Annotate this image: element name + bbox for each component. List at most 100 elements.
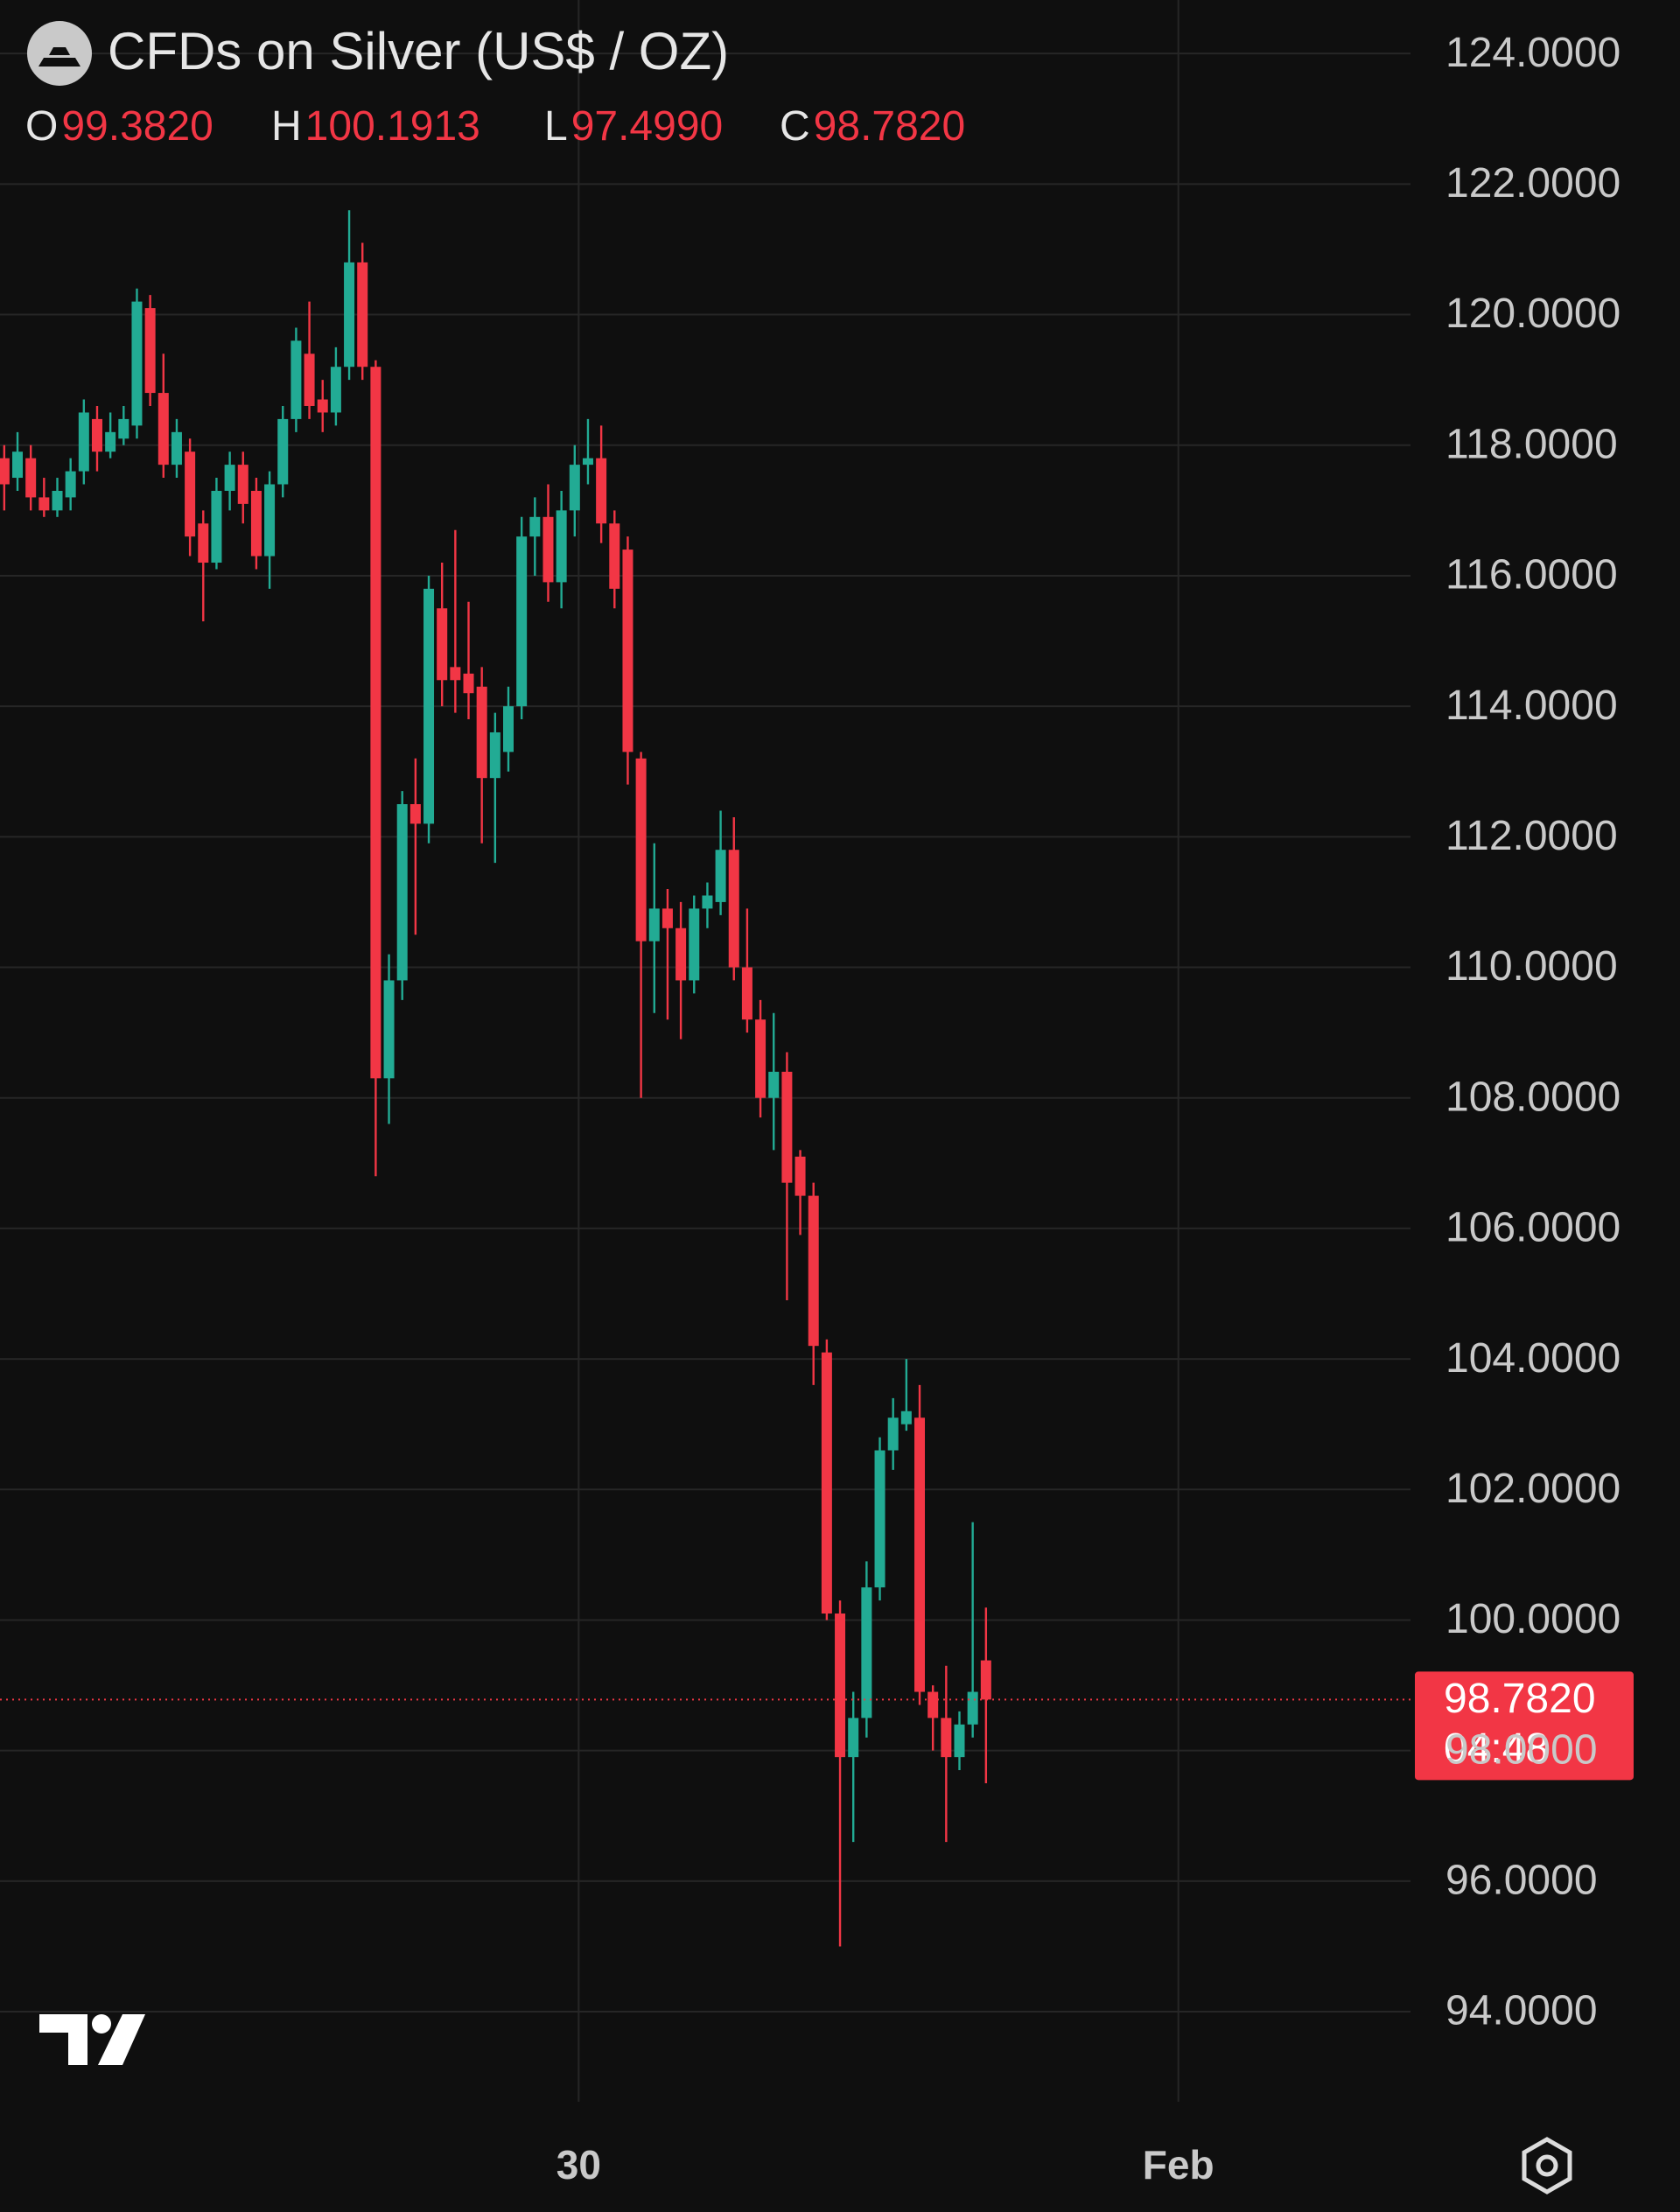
- candle-body: [357, 262, 368, 368]
- candle-body: [914, 1418, 926, 1692]
- candle-body: [502, 706, 514, 752]
- candle-body: [105, 431, 116, 452]
- y-tick-label: 106.0000: [1446, 1205, 1620, 1251]
- legend-key: C: [780, 103, 810, 150]
- candle-body: [928, 1691, 939, 1718]
- candle-body: [980, 1660, 991, 1700]
- candle-body: [728, 850, 739, 968]
- settings-hexagon: [1522, 2137, 1572, 2194]
- legend-value: 98.7820: [814, 103, 966, 150]
- candle-body: [25, 458, 37, 498]
- candle-body: [211, 490, 222, 564]
- candle-body: [954, 1724, 965, 1758]
- candle-body: [887, 1418, 899, 1451]
- candle-body: [52, 490, 63, 511]
- candle-body: [65, 471, 76, 498]
- grid: [0, 0, 1410, 2102]
- tv-logo[interactable]: [39, 2014, 145, 2065]
- y-tick-label: 118.0000: [1446, 421, 1618, 467]
- y-tick-label: 108.0000: [1446, 1074, 1620, 1120]
- candle-body: [596, 458, 607, 524]
- candle-body: [476, 686, 487, 779]
- y-tick-label: 112.0000: [1446, 813, 1618, 859]
- candle-body: [516, 536, 528, 707]
- candle-body: [370, 367, 382, 1079]
- logo-slash: [98, 2014, 145, 2065]
- chart-title: CFDs on Silver (US$ / OZ): [108, 22, 729, 80]
- candle-body: [0, 458, 10, 485]
- y-tick-label: 100.0000: [1446, 1596, 1620, 1642]
- candle-body: [131, 301, 143, 426]
- y-tick-label: 114.0000: [1446, 682, 1618, 729]
- candle-body: [290, 340, 302, 419]
- candle-body: [396, 804, 408, 981]
- y-tick-label: 122.0000: [1446, 160, 1620, 206]
- candle-body: [277, 418, 289, 485]
- candle-body: [542, 516, 554, 583]
- settings-icon[interactable]: [1522, 2137, 1572, 2194]
- candle-body: [741, 967, 752, 1020]
- candle-body: [198, 523, 209, 564]
- candle-body: [437, 608, 448, 681]
- candle-body: [662, 908, 673, 928]
- candle-body: [821, 1352, 832, 1614]
- candle-body: [529, 516, 541, 537]
- y-tick-label: 110.0000: [1446, 943, 1618, 990]
- candle-body: [91, 418, 102, 452]
- y-tick-label: 94.0000: [1446, 1988, 1598, 2034]
- candle-body: [635, 758, 647, 942]
- ohlc-legend: O99.3820 H100.1913 L97.4990 C98.7820: [25, 103, 965, 150]
- x-tick-label: Feb: [1143, 2142, 1214, 2188]
- legend-key: H: [271, 103, 302, 150]
- last-price-label: 98.7820: [1444, 1676, 1596, 1722]
- candle-body: [264, 484, 276, 556]
- candle-body: [12, 452, 24, 479]
- candles: [0, 210, 991, 1947]
- legend-key: O: [25, 103, 58, 150]
- candle-body: [304, 354, 315, 406]
- candle-body: [158, 393, 169, 466]
- candle-body: [330, 367, 341, 413]
- candle-body: [489, 732, 500, 779]
- candle-body: [185, 452, 196, 537]
- candle-body: [689, 908, 700, 981]
- candle-body: [848, 1718, 859, 1758]
- candle-body: [317, 399, 328, 413]
- candle-body: [569, 465, 580, 511]
- symbol-icon[interactable]: [27, 21, 92, 86]
- logo-t: [39, 2014, 88, 2065]
- candle-body: [424, 588, 435, 824]
- settings-center: [1536, 2154, 1558, 2177]
- candle-body: [768, 1071, 780, 1098]
- candle-body: [171, 431, 182, 466]
- candle-body: [224, 465, 235, 491]
- candle-body: [967, 1691, 978, 1725]
- candle-body: [344, 262, 355, 368]
- y-tick-label: 96.0000: [1446, 1858, 1598, 1904]
- candle-body: [835, 1614, 846, 1758]
- candle-body: [676, 928, 687, 981]
- candle-body: [410, 804, 421, 824]
- y-tick-label: 116.0000: [1446, 552, 1618, 598]
- candle-body: [556, 510, 567, 583]
- candle-body: [609, 523, 620, 589]
- x-tick-label: 30: [556, 2142, 601, 2188]
- candle-body: [861, 1587, 872, 1718]
- candle-body: [781, 1071, 793, 1183]
- candle-body: [383, 980, 395, 1079]
- y-tick-label: 104.0000: [1446, 1335, 1620, 1382]
- legend-value: 100.1913: [305, 103, 480, 150]
- candle-body: [250, 490, 262, 556]
- logo-dot: [92, 2014, 111, 2034]
- candle-body: [450, 667, 461, 681]
- candle-body: [941, 1718, 952, 1758]
- y-tick-label: 102.0000: [1446, 1466, 1620, 1512]
- icon-bars: [38, 47, 80, 66]
- candle-body: [144, 308, 156, 394]
- legend-value: 97.4990: [571, 103, 724, 150]
- y-tick-label: 120.0000: [1446, 290, 1620, 337]
- candle-body: [702, 895, 713, 909]
